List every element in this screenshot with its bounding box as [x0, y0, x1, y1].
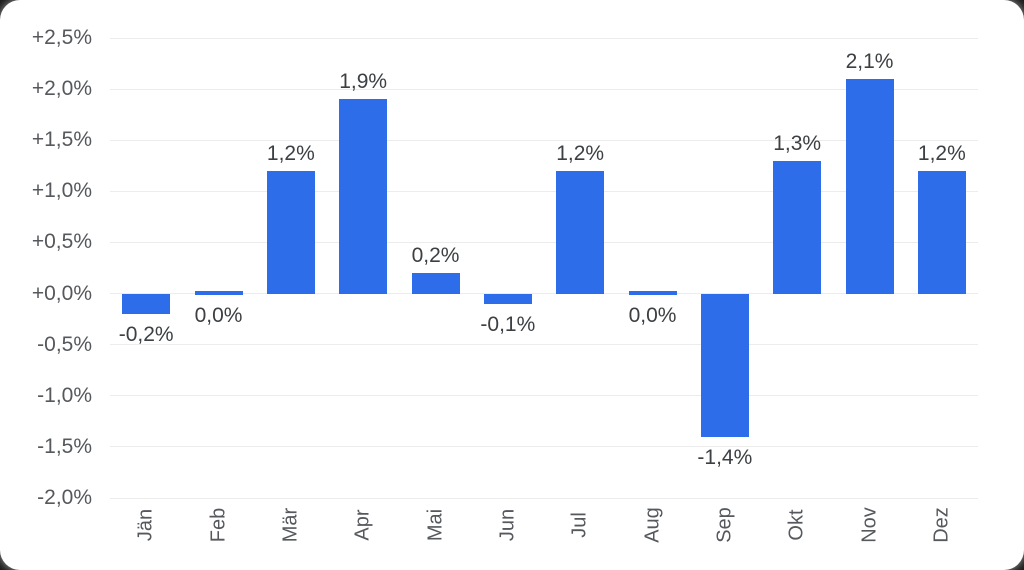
- bar-mär[interactable]: [266, 170, 315, 294]
- bar-value-label: 1,2%: [556, 141, 605, 165]
- x-axis-label-sep: Sep: [713, 507, 736, 543]
- bar-value-label: -0,1%: [480, 312, 536, 336]
- bar-value-label: 1,2%: [917, 141, 966, 165]
- bar-jän[interactable]: [122, 293, 171, 314]
- y-axis-tick-label: +0,5%: [31, 230, 92, 254]
- x-axis-label-dez: Dez: [930, 507, 953, 543]
- x-axis-label-mai: Mai: [424, 508, 446, 542]
- bar-value-label: 0,2%: [411, 244, 460, 268]
- y-axis-tick-label: +1,0%: [31, 179, 92, 203]
- x-axis-label-mär: Mär: [279, 507, 302, 543]
- y-axis-tick-label: -2,0%: [37, 486, 92, 509]
- y-gridline: [110, 139, 978, 141]
- x-axis-label-okt: Okt: [785, 509, 808, 541]
- bar-value-label: 0,0%: [194, 304, 243, 328]
- y-axis-tick-label: -1,5%: [37, 434, 92, 458]
- x-axis-label-feb: Feb: [207, 507, 229, 543]
- y-axis-tick-label: +2,0%: [31, 77, 92, 101]
- bar-okt[interactable]: [773, 160, 822, 294]
- bar-value-label: 0,0%: [628, 304, 677, 328]
- bar-nov[interactable]: [845, 78, 894, 294]
- y-gridline: [110, 37, 978, 39]
- bar-mai[interactable]: [411, 273, 460, 294]
- bar-jul[interactable]: [556, 170, 605, 294]
- y-gridline: [110, 497, 978, 499]
- x-axis-label-nov: Nov: [858, 507, 880, 543]
- bar-value-label: 2,1%: [845, 49, 894, 73]
- bar-value-label: 1,9%: [339, 70, 388, 94]
- y-gridline: [110, 344, 978, 346]
- bar-jun[interactable]: [483, 293, 532, 304]
- y-gridline: [110, 190, 978, 192]
- bar-value-label: 1,2%: [266, 141, 315, 165]
- y-gridline: [110, 446, 978, 448]
- x-axis-label-jul: Jul: [568, 512, 591, 538]
- bar-value-label: -1,4%: [697, 445, 753, 469]
- bar-aug[interactable]: [628, 291, 677, 296]
- bar-feb[interactable]: [194, 291, 243, 296]
- x-axis-label-apr: Apr: [351, 509, 374, 541]
- y-gridline: [110, 88, 978, 90]
- bar-value-label: -0,2%: [118, 323, 174, 346]
- y-gridline: [110, 293, 978, 295]
- y-gridline: [110, 395, 978, 397]
- y-gridline: [110, 241, 978, 243]
- bar-apr[interactable]: [339, 99, 388, 294]
- y-axis-tick-label: -0,5%: [37, 332, 92, 356]
- y-axis-tick-label: -1,0%: [37, 383, 92, 407]
- bar-sep[interactable]: [700, 293, 749, 437]
- bar-value-label: 1,3%: [773, 131, 822, 155]
- bar-dez[interactable]: [917, 170, 966, 294]
- y-axis-tick-label: +1,5%: [31, 128, 92, 152]
- x-axis-label-jän: Jän: [134, 508, 157, 542]
- y-axis-tick-label: +0,0%: [31, 281, 92, 305]
- x-axis-label-aug: Aug: [641, 507, 663, 543]
- y-axis-tick-label: +2,5%: [31, 26, 92, 49]
- x-axis-label-jun: Jun: [496, 508, 519, 542]
